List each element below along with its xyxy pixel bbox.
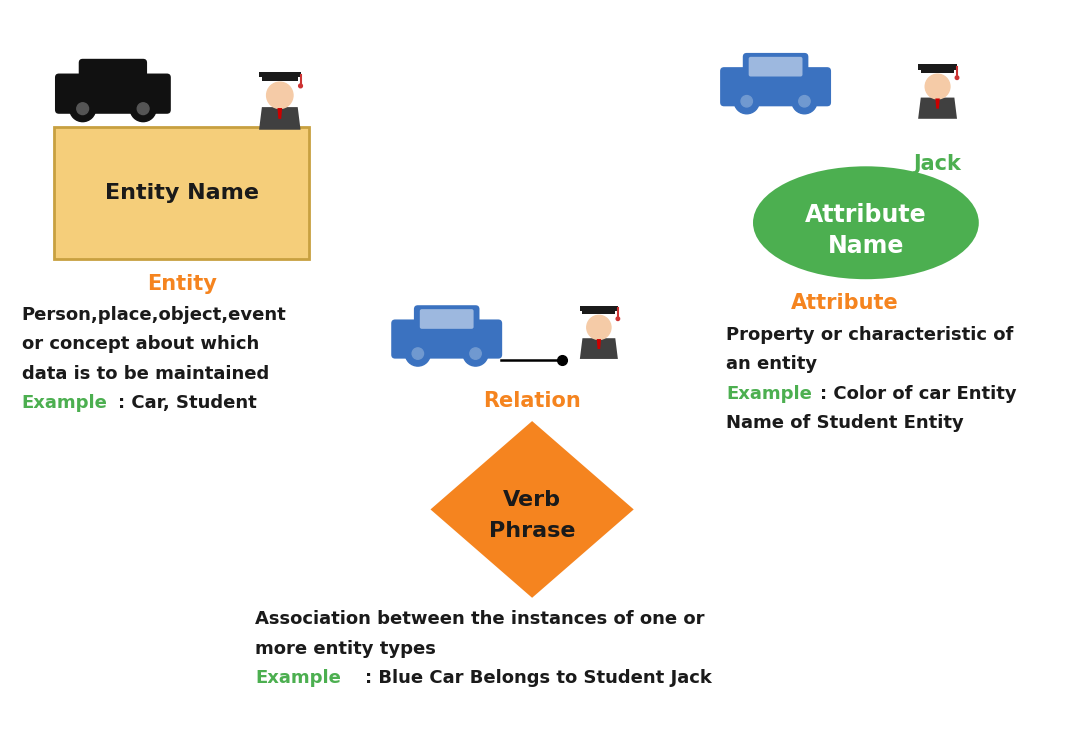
Circle shape (469, 348, 481, 359)
Circle shape (463, 341, 488, 366)
Circle shape (267, 82, 293, 108)
Circle shape (741, 96, 752, 107)
Circle shape (734, 89, 759, 114)
Polygon shape (262, 76, 298, 81)
Circle shape (69, 96, 95, 122)
Text: : Color of car Entity: : Color of car Entity (820, 384, 1017, 403)
Polygon shape (935, 99, 940, 108)
Text: Attribute: Attribute (805, 203, 927, 227)
Text: Example: Example (22, 395, 107, 413)
Text: Entity: Entity (146, 274, 217, 294)
Text: Example: Example (255, 669, 341, 687)
FancyBboxPatch shape (720, 67, 831, 106)
Text: Association between the instances of one or: Association between the instances of one… (255, 611, 705, 628)
FancyBboxPatch shape (420, 309, 474, 329)
FancyBboxPatch shape (391, 320, 502, 358)
Circle shape (616, 317, 620, 321)
Circle shape (405, 341, 430, 366)
Polygon shape (278, 108, 282, 119)
Circle shape (412, 348, 424, 359)
Text: Phrase: Phrase (489, 521, 576, 541)
Circle shape (955, 76, 958, 79)
Circle shape (130, 96, 156, 122)
Polygon shape (918, 65, 957, 70)
FancyBboxPatch shape (54, 127, 309, 259)
Polygon shape (430, 421, 634, 598)
Text: an entity: an entity (726, 355, 817, 373)
Text: Attribute: Attribute (790, 293, 899, 313)
FancyBboxPatch shape (414, 305, 479, 335)
Ellipse shape (753, 166, 979, 279)
Text: Relation: Relation (483, 392, 581, 411)
FancyBboxPatch shape (743, 53, 809, 82)
FancyBboxPatch shape (79, 59, 147, 89)
FancyBboxPatch shape (55, 73, 171, 114)
Circle shape (77, 103, 89, 114)
Text: : Blue Car Belongs to Student Jack: : Blue Car Belongs to Student Jack (365, 669, 712, 687)
Circle shape (299, 84, 302, 88)
Polygon shape (259, 107, 300, 130)
Circle shape (792, 89, 817, 114)
Text: Entity Name: Entity Name (105, 183, 259, 203)
Text: Name: Name (828, 234, 904, 258)
Polygon shape (259, 72, 300, 77)
Circle shape (138, 103, 149, 114)
Polygon shape (580, 338, 618, 359)
Polygon shape (920, 68, 954, 73)
Text: : Car, Student: : Car, Student (118, 395, 257, 413)
Text: Example: Example (726, 384, 812, 403)
Polygon shape (582, 309, 616, 315)
Text: or concept about which: or concept about which (22, 335, 259, 353)
Circle shape (586, 315, 611, 340)
Text: Jack: Jack (914, 154, 962, 174)
FancyBboxPatch shape (749, 57, 802, 76)
Circle shape (799, 96, 810, 107)
Circle shape (926, 74, 950, 99)
Text: more entity types: more entity types (255, 640, 436, 658)
Text: Verb: Verb (503, 490, 562, 510)
Polygon shape (596, 339, 601, 349)
Polygon shape (918, 98, 957, 119)
Text: Property or characteristic of: Property or characteristic of (726, 326, 1014, 344)
Text: Person,place,object,event: Person,place,object,event (22, 306, 286, 324)
Polygon shape (580, 306, 618, 311)
Text: Name of Student Entity: Name of Student Entity (726, 414, 965, 432)
Text: data is to be maintained: data is to be maintained (22, 365, 269, 383)
